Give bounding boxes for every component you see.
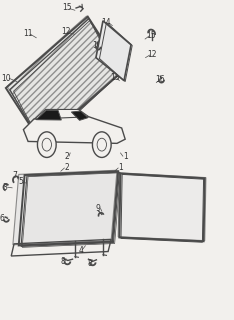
Circle shape [92, 132, 111, 157]
Polygon shape [7, 16, 122, 141]
Text: 8: 8 [88, 259, 92, 268]
Text: 16: 16 [155, 76, 165, 84]
Polygon shape [36, 110, 61, 120]
Text: 6: 6 [0, 214, 5, 223]
Text: 15: 15 [146, 31, 156, 40]
Text: 4: 4 [78, 246, 83, 255]
Text: 7: 7 [12, 172, 17, 180]
Text: 13: 13 [110, 73, 120, 82]
Polygon shape [35, 109, 89, 119]
Text: 1: 1 [118, 163, 123, 172]
Text: 2: 2 [64, 152, 69, 161]
Circle shape [37, 132, 56, 157]
Text: 10: 10 [1, 74, 11, 83]
Circle shape [97, 138, 106, 151]
Text: 11: 11 [23, 29, 33, 38]
Polygon shape [13, 170, 117, 245]
Polygon shape [96, 21, 131, 81]
Polygon shape [23, 113, 125, 143]
Text: 15: 15 [62, 4, 72, 12]
Text: 5: 5 [18, 177, 23, 186]
Text: 12: 12 [61, 28, 70, 36]
Text: 2: 2 [64, 163, 69, 172]
Text: 3: 3 [3, 183, 7, 192]
Text: 9: 9 [96, 204, 101, 213]
Polygon shape [71, 111, 88, 120]
Text: 8: 8 [61, 257, 66, 266]
Text: 12: 12 [147, 50, 156, 59]
Polygon shape [118, 173, 206, 241]
Text: 14: 14 [102, 18, 111, 27]
Text: 1: 1 [123, 152, 128, 161]
Circle shape [42, 138, 51, 151]
Text: 16: 16 [92, 41, 102, 50]
